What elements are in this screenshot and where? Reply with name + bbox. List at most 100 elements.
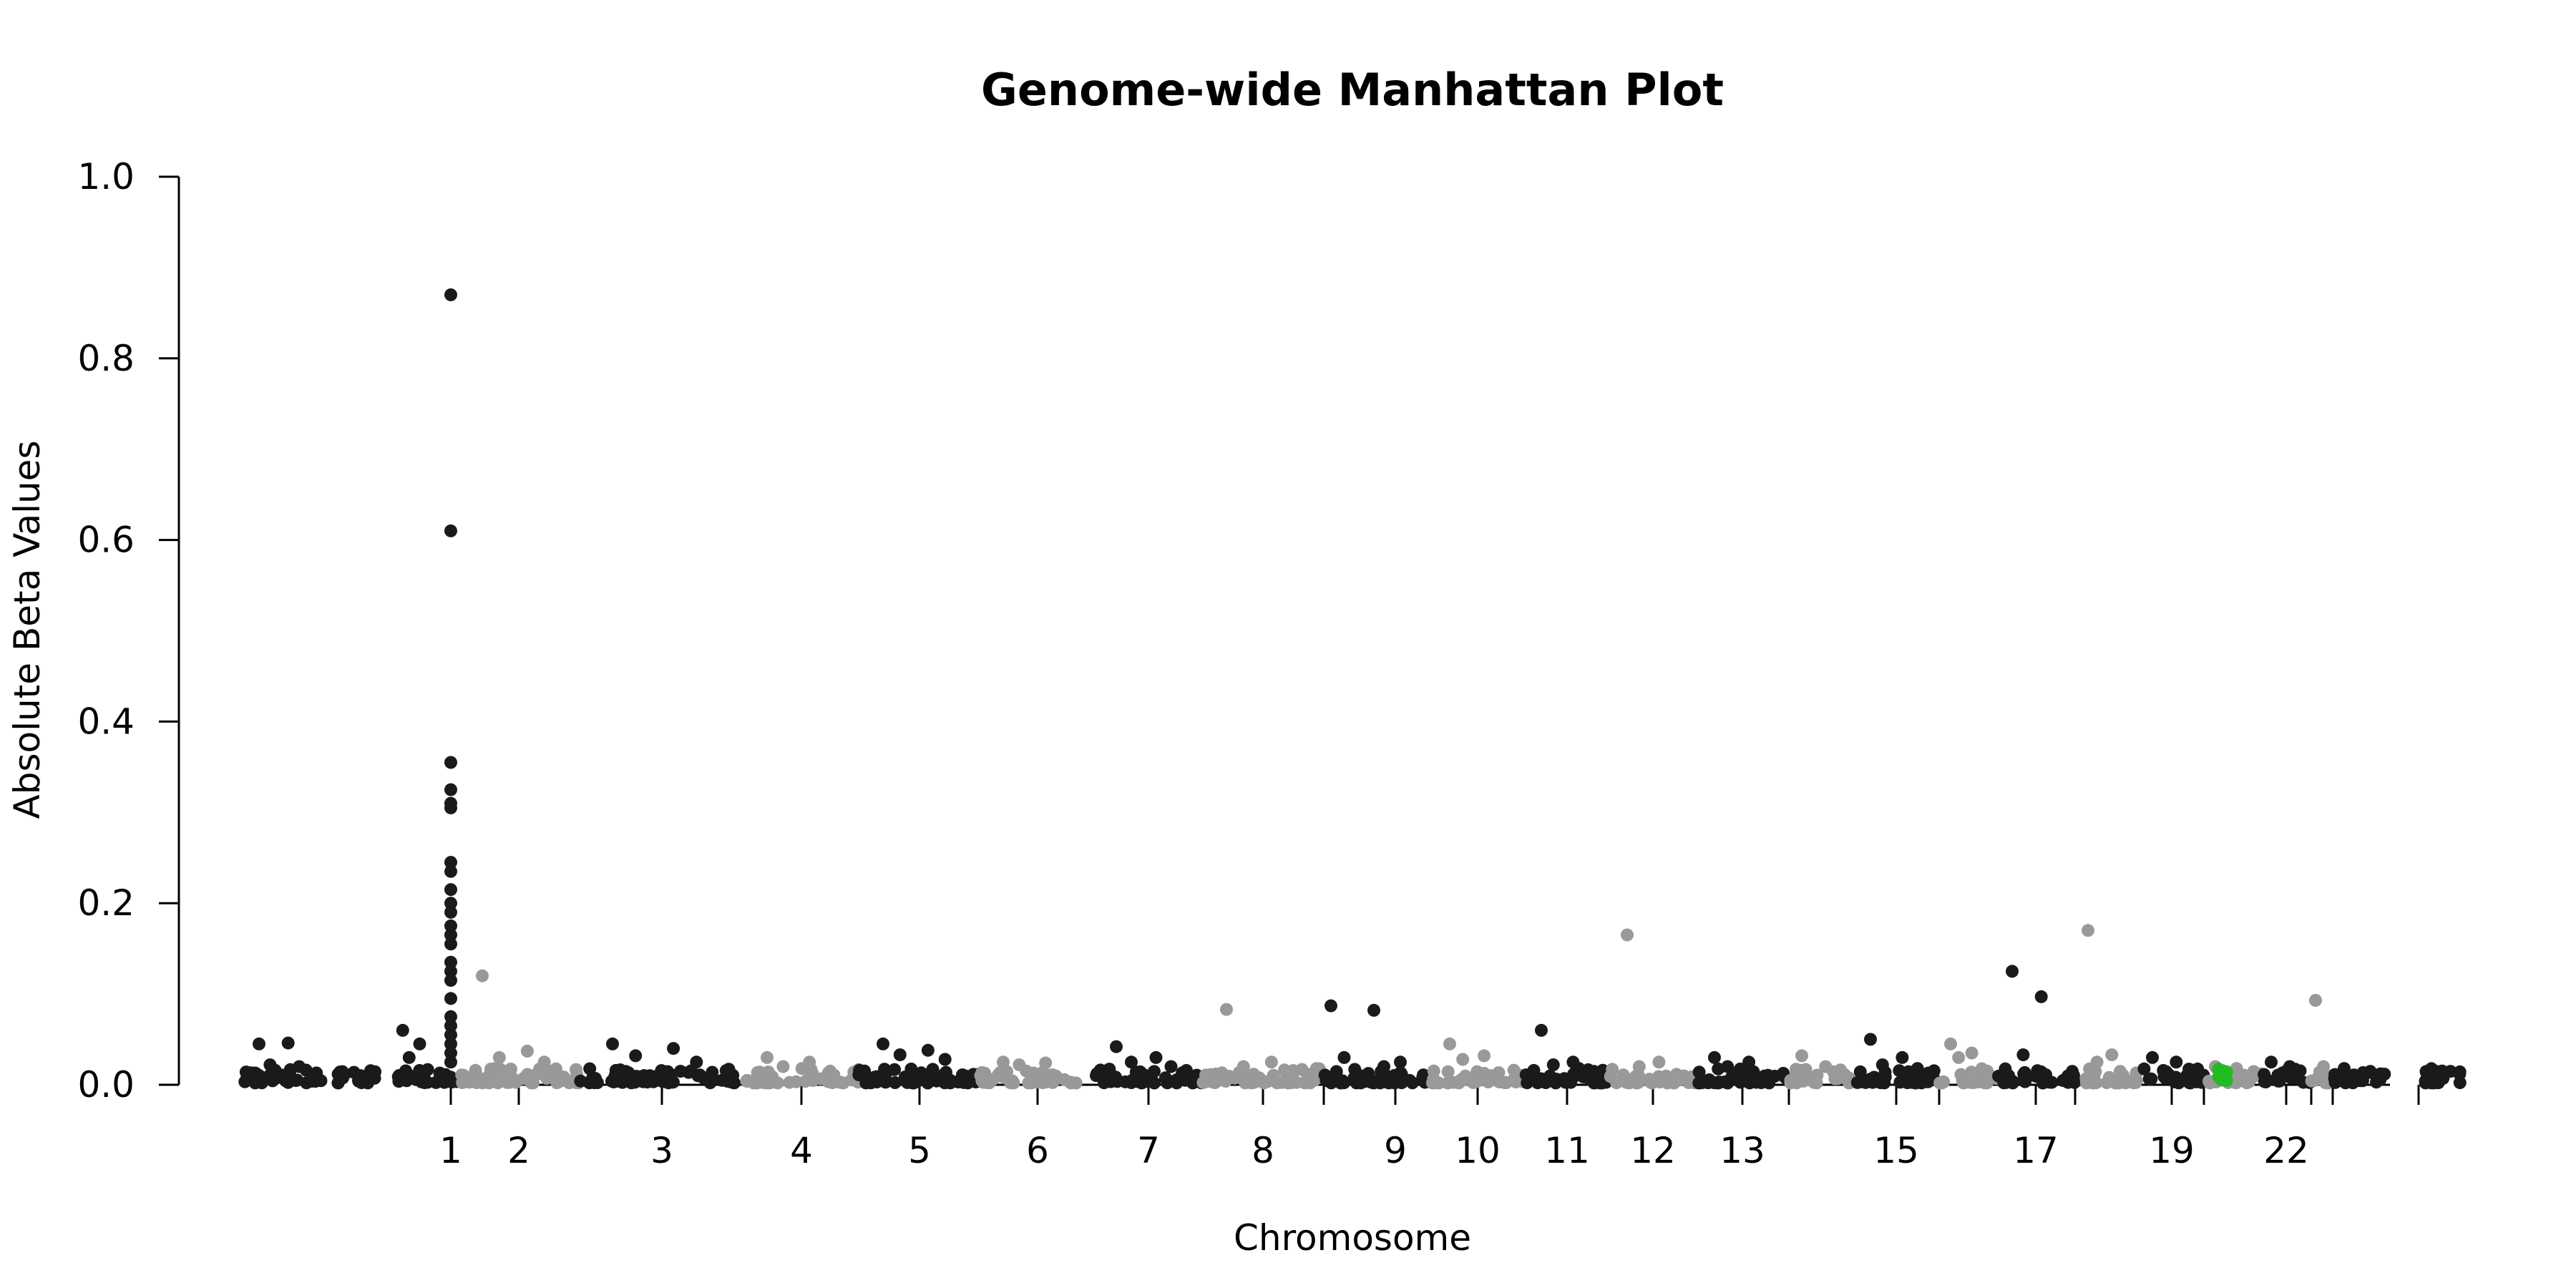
data-point: [444, 1055, 457, 1069]
data-point: [2453, 1065, 2467, 1078]
data-point: [1395, 1076, 1408, 1090]
data-point: [664, 1068, 678, 1081]
data-point: [2087, 1076, 2100, 1090]
data-point: [520, 1045, 534, 1058]
data-point: [776, 1060, 790, 1073]
data-point: [893, 1048, 907, 1062]
data-point: [444, 783, 457, 796]
data-point: [703, 1076, 717, 1090]
data-point: [879, 1075, 892, 1089]
data-point: [1234, 1070, 1248, 1084]
data-point: [1220, 1002, 1233, 1016]
y-tick-label: 0.2: [77, 882, 135, 924]
data-point: [1093, 1063, 1107, 1077]
data-point: [1236, 1060, 1250, 1073]
data-point: [1367, 1003, 1380, 1017]
y-axis-label: Absolute Beta Values: [6, 441, 48, 819]
data-point: [1005, 1076, 1019, 1090]
data-point: [444, 883, 457, 897]
data-point: [1470, 1065, 1484, 1078]
data-point: [2102, 1070, 2116, 1084]
data-point: [1443, 1037, 1456, 1050]
data-point: [492, 1050, 506, 1064]
data-point: [444, 1019, 457, 1033]
data-point: [402, 1050, 416, 1064]
data-point: [726, 1068, 740, 1082]
data-point: [926, 1063, 940, 1076]
data-point: [1264, 1055, 1278, 1069]
data-point: [444, 992, 457, 1005]
data-point: [1219, 1075, 1232, 1088]
data-point: [1652, 1055, 1666, 1069]
data-point: [1478, 1049, 1491, 1063]
data-point: [922, 1074, 935, 1088]
data-point: [2309, 994, 2322, 1007]
data-point: [1447, 1075, 1460, 1089]
data-point: [1441, 1065, 1455, 1078]
data-point: [2285, 1070, 2299, 1083]
data-point: [1632, 1060, 1646, 1073]
data-point: [444, 801, 457, 814]
data-point: [1724, 1070, 1738, 1084]
data-point: [747, 1076, 761, 1090]
data-point: [1747, 1065, 1760, 1078]
data-point: [625, 1076, 638, 1090]
x-tick-label: 17: [2013, 1130, 2059, 1171]
highlight-cluster: [2212, 1063, 2233, 1087]
data-point: [2119, 1076, 2132, 1090]
data-point: [583, 1062, 597, 1075]
data-point: [1498, 1075, 1511, 1089]
data-point: [1954, 1068, 1968, 1081]
data-point: [2421, 1070, 2434, 1084]
data-point: [2453, 1076, 2467, 1090]
data-point: [521, 1068, 535, 1081]
data-point: [921, 1043, 935, 1057]
data-point: [504, 1070, 517, 1084]
data-point: [537, 1068, 551, 1082]
y-tick-label: 0.8: [77, 338, 135, 379]
data-point: [1170, 1076, 1184, 1090]
data-point: [1667, 1076, 1681, 1090]
data-point: [605, 1074, 618, 1088]
data-point: [1912, 1072, 1926, 1085]
data-point: [997, 1070, 1010, 1083]
data-point: [2317, 1060, 2331, 1073]
data-point: [1492, 1066, 1506, 1080]
data-point: [2230, 1062, 2243, 1075]
data-point: [400, 1074, 414, 1088]
data-point: [1606, 1063, 1619, 1076]
data-point: [860, 1073, 874, 1086]
data-point: [606, 1037, 619, 1050]
data-point: [1734, 1063, 1747, 1075]
data-point: [1819, 1060, 1833, 1073]
data-point: [1616, 1068, 1630, 1082]
data-point: [2082, 924, 2094, 937]
data-point: [1129, 1065, 1143, 1079]
data-point: [456, 1076, 469, 1089]
data-point: [907, 1076, 920, 1090]
data-point: [615, 1065, 629, 1078]
data-point: [1149, 1050, 1163, 1064]
data-point: [537, 1055, 551, 1069]
x-tick-label: 5: [908, 1130, 931, 1171]
data-point: [1864, 1033, 1877, 1046]
data-point: [1694, 1076, 1708, 1090]
data-point: [2259, 1075, 2273, 1089]
data-point: [2171, 1073, 2185, 1086]
x-tick-label: 4: [790, 1130, 813, 1171]
data-point: [444, 955, 457, 969]
data-point: [2137, 1062, 2151, 1075]
data-point: [263, 1058, 277, 1072]
data-point: [444, 288, 457, 301]
data-point: [444, 856, 457, 869]
x-tick-label: 7: [1137, 1130, 1160, 1171]
data-point: [1110, 1040, 1123, 1053]
data-point: [1531, 1076, 1544, 1090]
data-point: [1644, 1075, 1658, 1089]
data-point: [1805, 1073, 1819, 1087]
data-point: [1164, 1060, 1178, 1073]
data-point: [806, 1066, 819, 1080]
x-tick-label: 2: [507, 1130, 530, 1171]
data-point: [444, 756, 457, 769]
data-point: [444, 1010, 457, 1023]
